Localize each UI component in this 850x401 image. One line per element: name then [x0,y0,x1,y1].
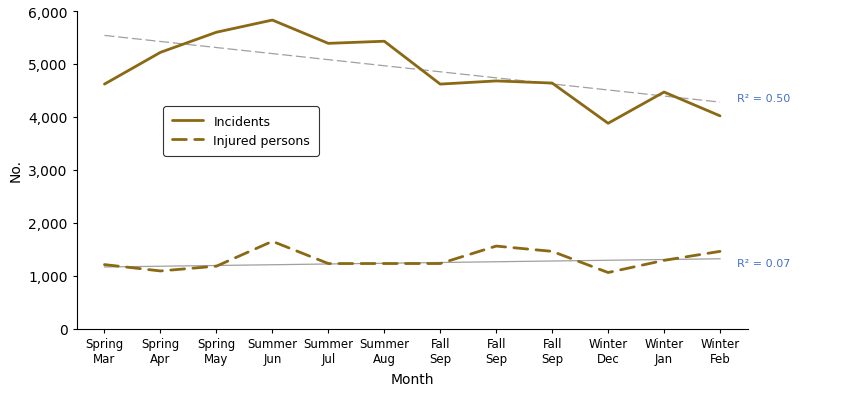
Line: Injured persons: Injured persons [105,242,720,273]
Legend: Incidents, Injured persons: Incidents, Injured persons [163,107,319,157]
Incidents [547,81,558,86]
Injured persons [491,244,501,249]
Incidents [435,83,445,87]
Incidents [491,79,501,84]
Injured persons [547,249,558,254]
Incidents [267,18,277,23]
Incidents [323,42,333,47]
Incidents [715,114,725,119]
Injured persons [659,258,669,263]
Line: Incidents: Incidents [105,21,720,124]
Incidents [99,83,110,87]
Injured persons [267,239,277,244]
Injured persons [99,263,110,267]
Injured persons [212,264,222,269]
Incidents [156,51,166,56]
Injured persons [379,261,389,266]
Incidents [603,122,613,126]
Injured persons [323,261,333,266]
Incidents [659,90,669,95]
Text: R² = 0.50: R² = 0.50 [737,94,790,104]
Injured persons [156,269,166,273]
Injured persons [603,270,613,275]
Text: R² = 0.07: R² = 0.07 [737,258,791,268]
Incidents [379,40,389,45]
Injured persons [435,261,445,266]
Injured persons [715,249,725,254]
Incidents [212,31,222,36]
Y-axis label: No.: No. [8,159,22,182]
X-axis label: Month: Month [390,372,434,386]
